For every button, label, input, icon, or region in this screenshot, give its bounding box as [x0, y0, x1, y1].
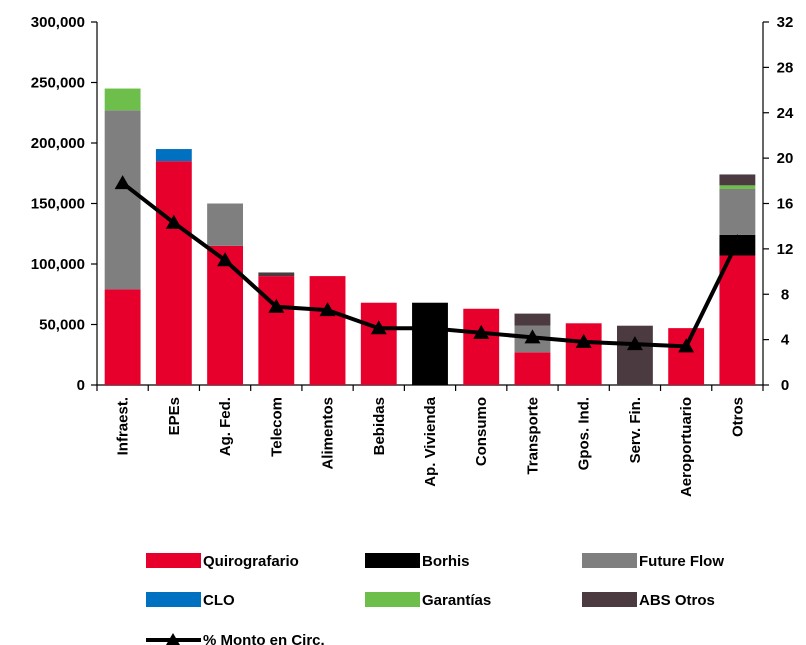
percent-point-bebidas — [370, 320, 387, 335]
percent-point-ag-fed — [217, 252, 234, 267]
category-label-bebidas: Bebidas — [371, 397, 388, 455]
category-label-aeroportuario: Aeroportuario — [678, 397, 695, 497]
bar-telecom-quirografario — [258, 276, 295, 385]
percent-point-transporte — [524, 329, 541, 344]
left-tick-label: 50,000 — [39, 317, 85, 334]
bars — [104, 88, 756, 385]
percent-point-telecom — [268, 298, 285, 313]
category-label-otros: Otros — [729, 397, 746, 437]
percent-point-alimentos — [319, 302, 336, 317]
bar-bebidas-quirografario — [360, 302, 397, 385]
category-label-ap-vivienda: Ap. Vivienda — [422, 396, 439, 486]
category-label-alimentos: Alimentos — [320, 397, 337, 470]
bar-ag-fed-future-flow — [207, 203, 244, 246]
category-label-ag-fed: Ag. Fed. — [217, 397, 234, 456]
category-labels: Infraest. EPEs Ag. Fed. Telecom Alimentos Beb… — [115, 396, 747, 497]
right-tick-label: 32 — [777, 14, 794, 31]
bar-otros-quirografario — [719, 255, 756, 385]
percent-point-consumo — [473, 324, 490, 339]
legend: Quirografario Borhis Future Flow CLO Garantí… — [146, 553, 724, 645]
percent-point-ap-vivienda — [422, 320, 438, 335]
left-tick-label: 250,000 — [31, 75, 85, 92]
left-axis: 0 50,000 100,000 150,000 200,000 250,000 300,0… — [31, 14, 764, 394]
category-label-gpos-ind: Gpos. Ind. — [576, 397, 593, 470]
bar-gpos-ind-quirografario — [565, 323, 602, 385]
right-tick-label: 28 — [777, 59, 794, 76]
bar-infraest-future-flow — [104, 110, 141, 290]
category-label-transporte: Transporte — [524, 397, 541, 475]
right-tick-label: 0 — [781, 377, 789, 394]
left-tick-label: 300,000 — [31, 14, 85, 31]
percent-point-aeroportuario — [678, 338, 695, 353]
bar-infraest-garantias — [104, 88, 141, 111]
legend-swatch-quirografario — [146, 553, 201, 568]
legend-label-garantias: Garantías — [422, 592, 491, 609]
category-label-infraest: Infraest. — [115, 397, 132, 455]
legend-swatch-future-flow — [582, 553, 637, 568]
legend-label-quirografario: Quirografario — [203, 553, 299, 570]
bar-otros-garantias — [719, 185, 756, 189]
right-tick-label: 4 — [781, 332, 790, 349]
right-axis: 0 4 8 12 16 20 24 28 32 — [762, 14, 794, 394]
bar-ag-fed-quirografario — [207, 245, 244, 385]
right-tick-label: 24 — [777, 105, 794, 122]
left-tick-label: 150,000 — [31, 196, 85, 213]
legend-label-borhis: Borhis — [422, 553, 470, 570]
percent-point-serv-fin — [626, 336, 643, 351]
legend-swatch-abs-otros — [582, 592, 637, 607]
bar-ap-vivienda-borhis — [412, 302, 448, 385]
left-tick-label: 0 — [77, 377, 85, 394]
legend-swatch-garantias — [365, 592, 420, 607]
percent-point-gpos-ind — [575, 333, 592, 348]
category-label-telecom: Telecom — [268, 397, 285, 457]
legend-marker-percent — [166, 633, 180, 645]
legend-label-percent: % Monto en Circ. — [203, 632, 325, 645]
legend-swatch-borhis — [365, 553, 420, 568]
bar-transporte-quirografario — [514, 352, 551, 385]
right-tick-label: 8 — [781, 286, 789, 303]
bar-aeroportuario-quirografario — [668, 328, 705, 385]
percent-point-infraest — [114, 175, 131, 190]
category-label-epes: EPEs — [166, 397, 183, 435]
legend-label-abs-otros: ABS Otros — [639, 592, 715, 609]
right-tick-label: 16 — [777, 196, 794, 213]
bar-epes-clo — [155, 149, 192, 162]
legend-label-clo: CLO — [203, 592, 235, 609]
right-tick-label: 20 — [777, 150, 794, 167]
legend-swatch-clo — [146, 592, 201, 607]
bar-epes-quirografario — [155, 161, 192, 385]
bar-otros-abs-otros — [719, 174, 756, 186]
right-tick-label: 12 — [777, 241, 794, 258]
bar-consumo-quirografario — [463, 308, 500, 385]
bar-otros-future-flow — [719, 188, 756, 235]
bar-telecom-abs-otros — [258, 272, 295, 277]
bar-alimentos-quirografario — [309, 276, 346, 385]
percent-line — [114, 175, 746, 353]
bar-transporte-abs-otros — [514, 313, 551, 326]
legend-label-future-flow: Future Flow — [639, 553, 724, 570]
bar-serv-fin-abs-otros — [616, 325, 653, 385]
category-label-serv-fin: Serv. Fin. — [627, 397, 644, 463]
left-tick-label: 100,000 — [31, 256, 85, 273]
category-label-consumo: Consumo — [473, 397, 490, 466]
percent-point-epes — [165, 214, 182, 229]
percent-point-otros — [729, 234, 746, 249]
left-tick-label: 200,000 — [31, 135, 85, 152]
bar-infraest-quirografario — [104, 289, 141, 385]
